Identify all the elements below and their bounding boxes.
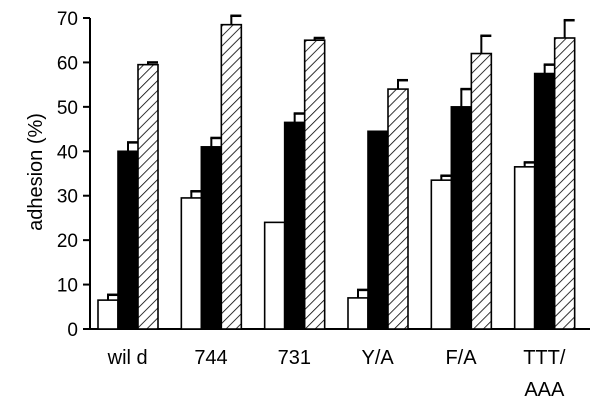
bar-black bbox=[283, 121, 306, 330]
x-category-label: AAA bbox=[524, 379, 565, 401]
y-tick-label: 50 bbox=[57, 98, 78, 119]
bar-white bbox=[347, 297, 369, 330]
x-category-label: wil d bbox=[107, 347, 148, 369]
x-category-label: TTT/ bbox=[523, 347, 566, 369]
bar-black bbox=[450, 106, 473, 330]
bar-white bbox=[430, 179, 453, 330]
bar-black bbox=[200, 146, 223, 330]
y-tick-label: 0 bbox=[67, 320, 78, 341]
y-tick-label: 60 bbox=[57, 53, 78, 74]
y-axis-title: adhesion (%) bbox=[25, 113, 47, 231]
y-tick-label: 40 bbox=[57, 142, 78, 163]
bar-black bbox=[533, 72, 556, 330]
y-tick-label: 30 bbox=[57, 187, 78, 208]
y-tick-label: 70 bbox=[57, 9, 78, 30]
y-tick-label: 20 bbox=[57, 231, 78, 252]
bar-white bbox=[263, 221, 286, 330]
bar-hatched bbox=[553, 37, 576, 330]
bar-white bbox=[513, 166, 536, 330]
bar-black bbox=[117, 150, 139, 330]
x-category-label: 731 bbox=[278, 347, 311, 369]
bar-white bbox=[97, 299, 119, 330]
bar-hatched bbox=[387, 88, 409, 330]
bar-black bbox=[367, 130, 389, 330]
bar-hatched bbox=[220, 23, 243, 330]
y-axis-title-group: adhesion (%) bbox=[25, 113, 47, 231]
bar-hatched bbox=[470, 52, 493, 330]
x-category-label: F/A bbox=[445, 347, 477, 369]
y-tick-label: 10 bbox=[57, 276, 78, 297]
bar-hatched bbox=[303, 39, 326, 330]
x-category-label: Y/A bbox=[362, 347, 395, 369]
bar-white bbox=[180, 197, 203, 330]
bar-hatched bbox=[137, 63, 159, 330]
x-category-label: 744 bbox=[194, 347, 227, 369]
plot-area: 0 10 20 30 40 50 60 70 wil d 744 731 Y/A F/A TTT/AAA bbox=[57, 9, 590, 401]
